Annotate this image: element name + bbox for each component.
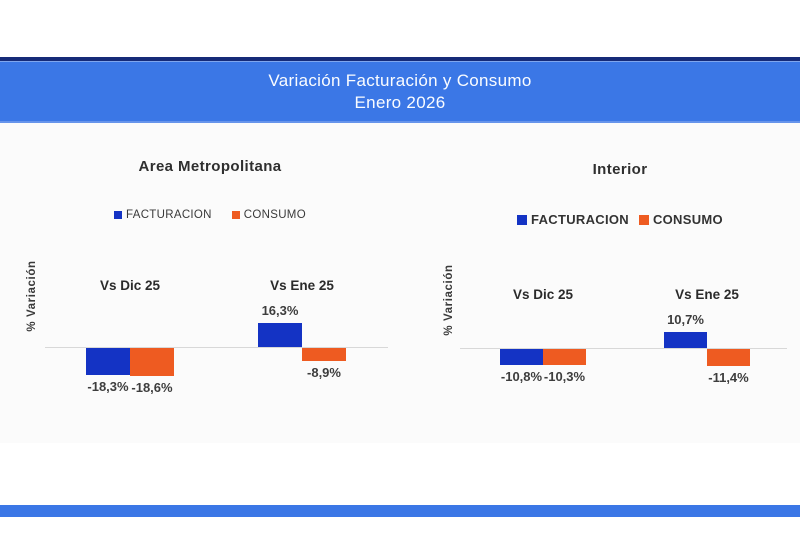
category-label: Vs Ene 25 <box>675 287 739 302</box>
legend-label-consumo: CONSUMO <box>243 209 306 221</box>
facturacion-swatch-icon <box>517 214 528 225</box>
value-label: -10,3% <box>543 369 586 384</box>
consumo-swatch-icon <box>638 214 649 225</box>
bar-consumo <box>130 348 174 376</box>
legend-item-consumo: CONSUMO <box>231 209 306 221</box>
panel-title-area-metropolitana: Area Metropolitana <box>138 158 282 175</box>
legend-label-facturacion: FACTURACION <box>126 209 212 221</box>
value-label: -8,9% <box>307 365 341 380</box>
y-axis-label-right: % Variación <box>443 264 455 336</box>
banner-title: Variación Facturación y Consumo <box>268 71 532 90</box>
category-label: Vs Dic 25 <box>512 287 574 302</box>
footer-bar <box>0 505 800 517</box>
value-label: 10,7% <box>667 312 704 327</box>
value-label: -10,8% <box>500 369 543 384</box>
content-card <box>0 123 800 443</box>
value-label: -18,6% <box>131 380 173 395</box>
legend-label-consumo: CONSUMO <box>652 212 723 227</box>
consumo-swatch-icon <box>231 211 240 219</box>
bar-consumo <box>543 349 586 365</box>
legend-item-facturacion: FACTURACION <box>517 212 629 227</box>
bar-consumo <box>707 349 750 366</box>
value-label: 16,3% <box>261 303 299 318</box>
category-label: Vs Ene 25 <box>270 278 334 293</box>
category-label: Vs Dic 25 <box>99 278 161 293</box>
header-banner: Variación Facturación y Consumo Enero 20… <box>0 57 800 123</box>
legend-item-consumo: CONSUMO <box>638 212 723 227</box>
bar-facturacion <box>664 332 707 348</box>
bar-consumo <box>302 348 346 361</box>
value-label: -11,4% <box>708 370 749 385</box>
y-axis-label-left: % Variación <box>26 260 38 332</box>
banner-subtitle: Enero 2026 <box>354 93 446 112</box>
bar-facturacion <box>258 323 302 347</box>
legend-area-metropolitana: FACTURACION CONSUMO <box>60 209 360 221</box>
legend-item-facturacion: FACTURACION <box>114 209 212 221</box>
facturacion-swatch-icon <box>114 211 123 219</box>
x-axis-baseline-right <box>460 348 787 349</box>
value-label: -18,3% <box>87 379 129 394</box>
panel-title-interior: Interior <box>592 161 648 178</box>
legend-interior: FACTURACION CONSUMO <box>460 212 780 227</box>
x-axis-baseline-left <box>45 347 388 348</box>
bar-facturacion <box>500 349 543 365</box>
legend-label-facturacion: FACTURACION <box>531 212 629 227</box>
bar-facturacion <box>86 348 130 375</box>
